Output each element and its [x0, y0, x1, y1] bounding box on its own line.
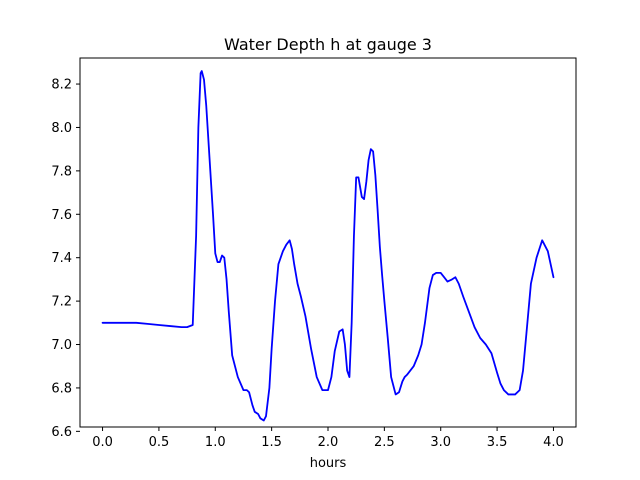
x-tick-label: 0.0	[92, 435, 113, 450]
x-tick-label: 2.5	[374, 435, 395, 450]
x-tick-label: 1.0	[205, 435, 226, 450]
x-axis-label: hours	[310, 456, 347, 471]
ticks-layer: 0.0 0.5 1.0 1.5 2.0 2.5 3.0 3.5 4.0 6.6 6.8 7.0 7.2 7…	[51, 78, 563, 450]
y-tick-label: 8.2	[51, 78, 72, 93]
y-tick-label: 7.2	[51, 295, 72, 310]
y-tick-label: 7.0	[51, 338, 72, 353]
y-tick-label: 7.6	[51, 208, 72, 223]
x-tick-label: 0.5	[149, 435, 170, 450]
chart-title: Water Depth h at gauge 3	[224, 35, 432, 54]
series-layer	[101, 70, 555, 422]
x-tick-label: 1.5	[261, 435, 282, 450]
x-tick-label: 4.0	[543, 435, 564, 450]
y-tick-label: 8.0	[51, 121, 72, 136]
y-tick-label: 7.8	[51, 164, 72, 179]
x-tick-label: 3.5	[487, 435, 508, 450]
x-tick-label: 3.0	[430, 435, 451, 450]
x-tick-label: 2.0	[318, 435, 339, 450]
y-tick-label: 7.4	[51, 251, 72, 266]
y-tick-label: 6.6	[51, 425, 72, 440]
series-line-0	[101, 70, 555, 422]
y-tick-label: 6.8	[51, 381, 72, 396]
plot-frame	[79, 57, 577, 428]
